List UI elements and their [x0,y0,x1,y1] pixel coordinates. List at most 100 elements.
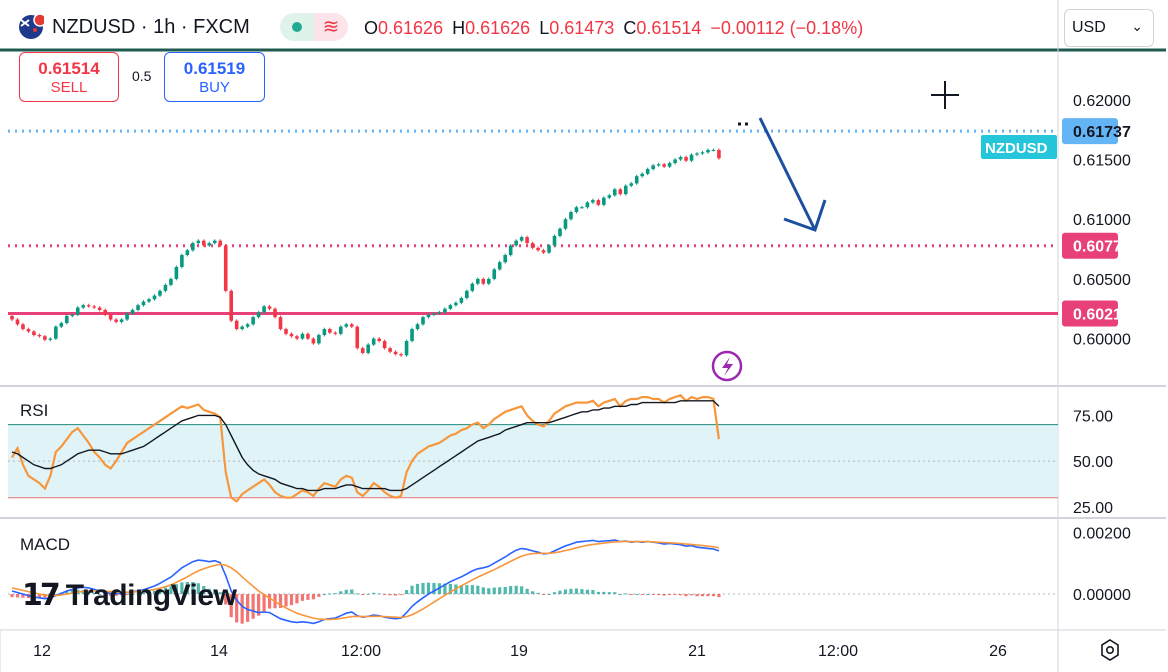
macd-histogram-bar [267,594,272,609]
macd-histogram-bar [443,583,447,595]
macd-histogram-bar [43,594,47,598]
macd-histogram-bar [262,594,266,612]
rsi-tick-label: 75.00 [1073,408,1113,425]
settings-icon[interactable] [1098,638,1122,662]
rsi-pane-label: RSI [20,401,49,420]
macd-histogram-bar [289,594,294,606]
buy-button[interactable]: 0.61519 BUY [164,52,265,102]
candle [700,152,705,154]
candle [459,298,464,303]
candle [59,323,64,327]
candle [574,207,579,213]
time-tick-label: 26 [989,643,1007,660]
macd-histogram-bar [541,594,546,596]
candle [607,195,612,198]
candle [673,159,677,164]
rsi-tick-label: 50.00 [1073,454,1113,471]
macd-histogram-bar [388,594,392,596]
price-label-bg-1 [1062,232,1118,259]
wave-icon[interactable]: ≋ [314,13,348,41]
us-flag-dot [33,14,44,27]
sell-button[interactable]: 0.61514 SELL [19,52,119,102]
candle [613,189,617,196]
candle [585,202,590,208]
candle [536,247,540,251]
macd-histogram-bar [339,591,343,595]
macd-histogram-bar [344,589,348,595]
macd-histogram-bar [229,594,233,618]
time-tick-label: 12:00 [341,643,381,660]
macd-histogram-bar [465,585,469,595]
candle [421,317,425,325]
candle [108,314,113,320]
low-value: 0.61473 [549,18,615,38]
macd-histogram-bar [580,589,584,595]
macd-histogram-bar [657,594,661,596]
candle [476,278,480,284]
candle [684,157,688,161]
candle [481,278,486,284]
candle [43,336,47,340]
candle [21,324,25,330]
candle [662,164,666,167]
macd-histogram-bar [476,585,480,595]
macd-histogram-bar [350,589,354,595]
green-dot-icon[interactable] [280,13,314,41]
macd-histogram-bar [21,594,25,598]
candle [689,154,694,161]
macd-histogram-bar [257,594,261,616]
candle [629,183,634,186]
candle [81,305,86,308]
close-label: C [623,18,637,38]
macd-histogram-bar [15,594,20,598]
macd-histogram-bar [602,591,606,595]
candle [125,313,129,320]
symbol-title[interactable]: NZDUSD · 1h · FXCM [52,16,250,38]
candle [333,332,338,334]
macd-histogram-bar [498,587,502,595]
time-tick-label: 12 [33,643,51,660]
candle [86,305,91,307]
macd-histogram-bar [481,587,485,595]
candle [103,309,107,315]
candle [645,169,650,174]
candle [634,176,639,184]
macd-histogram-bar [361,594,365,596]
macd-histogram-bar [613,592,617,595]
currency-select[interactable]: USD ⌄ [1064,9,1154,47]
candle [706,149,710,153]
candle [163,284,168,291]
macd-tick-label: 0.00200 [1073,525,1131,542]
macd-histogram-bar [415,583,420,595]
macd-histogram-bar [536,592,540,595]
candle [360,348,365,353]
candle [130,309,135,314]
macd-histogram-bar [695,594,699,597]
price-label-bg-2 [1062,300,1118,327]
currency-value: USD [1072,19,1106,36]
candle [300,333,305,339]
candle [525,237,529,244]
macd-histogram-bar [366,593,370,595]
candle [344,324,349,327]
time-tick-label: 12:00 [818,643,858,660]
candle [289,333,294,337]
price-label-0: 0.61737 [1073,124,1131,141]
signal-line [11,540,720,621]
macd-histogram-bar [520,586,524,595]
macd-histogram-bar [591,590,595,595]
macd-histogram-bar [87,590,91,595]
macd-histogram-bar [503,586,507,595]
macd-histogram-bar [246,594,250,622]
sell-price: 0.61514 [38,59,100,78]
candle [114,319,118,322]
candle [70,314,75,316]
macd-histogram-bar [136,593,140,595]
macd-histogram-bar [251,594,255,619]
macd-histogram-bar [147,591,151,595]
candle [278,317,283,330]
ohlc-readout: O0.61626 H0.61626 L0.61473 C0.61514 −0.0… [364,18,863,39]
candle [284,329,288,334]
candle [295,336,299,339]
